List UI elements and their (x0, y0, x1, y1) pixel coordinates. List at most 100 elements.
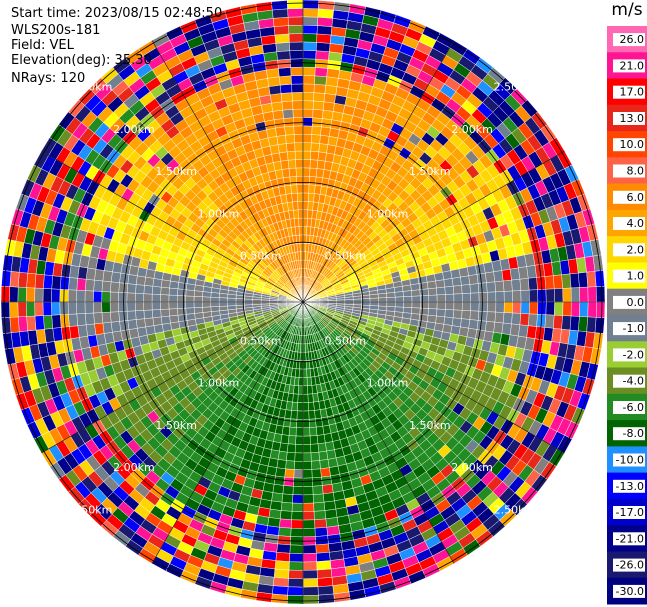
velocity-gate (428, 301, 438, 310)
velocity-gate (302, 142, 312, 152)
velocity-gate (296, 410, 304, 420)
velocity-gate (25, 287, 36, 303)
velocity-gate (562, 287, 572, 303)
velocity-gate (285, 460, 295, 470)
velocity-gate (279, 151, 289, 162)
velocity-gate (302, 494, 314, 504)
velocity-gate (76, 301, 86, 315)
colorbar-tick-label: 10.0 (620, 138, 645, 151)
velocity-gate (281, 493, 294, 504)
velocity-gate (302, 502, 315, 512)
velocity-gate (321, 475, 333, 486)
velocity-gate (302, 125, 313, 135)
colorbar-tick-label: 13.0 (620, 112, 645, 125)
velocity-gate (476, 272, 487, 284)
velocity-gate (176, 301, 186, 309)
velocity-gate (302, 343, 306, 353)
velocity-gate (101, 280, 112, 293)
velocity-gate (315, 426, 325, 436)
velocity-gate (85, 323, 97, 337)
start-time: Start time: 2023/08/15 02:48:50 (11, 6, 223, 21)
velocity-gate (486, 311, 496, 323)
velocity-gate (297, 393, 304, 403)
velocity-gate (275, 42, 291, 52)
velocity-gate (42, 288, 52, 303)
velocity-gate (562, 301, 572, 317)
velocity-gate (553, 314, 563, 330)
colorbar-tick-label: 8.0 (627, 165, 645, 178)
velocity-gate (587, 301, 597, 318)
colorbar-tick-label: -6.0 (623, 401, 644, 414)
velocity-gate (302, 427, 311, 437)
velocity-gate (290, 527, 304, 538)
velocity-gate (317, 442, 327, 453)
velocity-gate (411, 289, 421, 297)
velocity-gate (503, 301, 513, 314)
colorbar-tick-label: -1.0 (623, 322, 644, 335)
colorbar-tick-label: -10.0 (616, 454, 644, 467)
velocity-gate (292, 494, 304, 504)
velocity-gate (528, 301, 539, 315)
velocity-gate (151, 285, 162, 295)
velocity-gate (297, 209, 304, 219)
velocity-gate (302, 133, 313, 144)
velocity-gate (273, 475, 285, 486)
velocity-gate (317, 585, 334, 596)
velocity-gate (160, 308, 170, 318)
range-label: 2.50km (494, 503, 536, 516)
velocity-gate (443, 278, 454, 288)
velocity-gate (293, 209, 299, 219)
velocity-gate (297, 201, 304, 211)
velocity-gate (315, 42, 331, 52)
velocity-gate (428, 294, 438, 303)
velocity-gate (411, 295, 421, 303)
velocity-gate (578, 271, 589, 288)
velocity-gate (314, 409, 322, 420)
velocity-gate (294, 150, 304, 160)
colorbar-tick-label: -2.0 (623, 348, 644, 361)
velocity-gate (411, 307, 421, 315)
velocity-gate (528, 277, 538, 291)
velocity-gate (9, 271, 20, 288)
velocity-gate (302, 569, 318, 580)
velocity-rays (0, 0, 606, 605)
velocity-gate (324, 508, 338, 520)
velocity-gate (280, 501, 293, 512)
velocity-gate (110, 271, 121, 283)
velocity-gate (314, 518, 327, 529)
velocity-gate (302, 201, 309, 211)
velocity-gate (185, 307, 195, 315)
velocity-gate (287, 578, 304, 588)
velocity-gate (51, 288, 61, 303)
velocity-gate (453, 301, 463, 311)
velocity-gate (271, 0, 288, 11)
velocity-gate (311, 460, 321, 470)
velocity-gate (272, 577, 289, 588)
velocity-gate (118, 310, 129, 322)
velocity-gate (93, 312, 104, 325)
velocity-gate (110, 281, 120, 293)
velocity-gate (169, 314, 179, 324)
velocity-gate (292, 201, 299, 211)
velocity-gate (202, 306, 212, 313)
velocity-gate (436, 308, 446, 318)
velocity-gate (569, 272, 580, 289)
velocity-gate (511, 312, 522, 326)
velocity-gate (386, 292, 396, 298)
velocity-gate (294, 452, 304, 462)
velocity-gate (227, 301, 237, 307)
velocity-gate (302, 100, 314, 110)
velocity-gate (302, 24, 318, 35)
velocity-gate (193, 307, 204, 314)
velocity-gate (274, 560, 290, 571)
velocity-gate (369, 297, 379, 303)
velocity-gate (453, 293, 463, 303)
velocity-gate (0, 301, 11, 319)
velocity-gate (271, 492, 284, 503)
velocity-gate (306, 376, 313, 387)
colorbar-tick-label: 0.0 (627, 296, 645, 309)
velocity-gate (477, 282, 488, 294)
velocity-gate (302, 527, 316, 538)
velocity-gate (282, 485, 294, 495)
velocity-gate (68, 277, 78, 291)
